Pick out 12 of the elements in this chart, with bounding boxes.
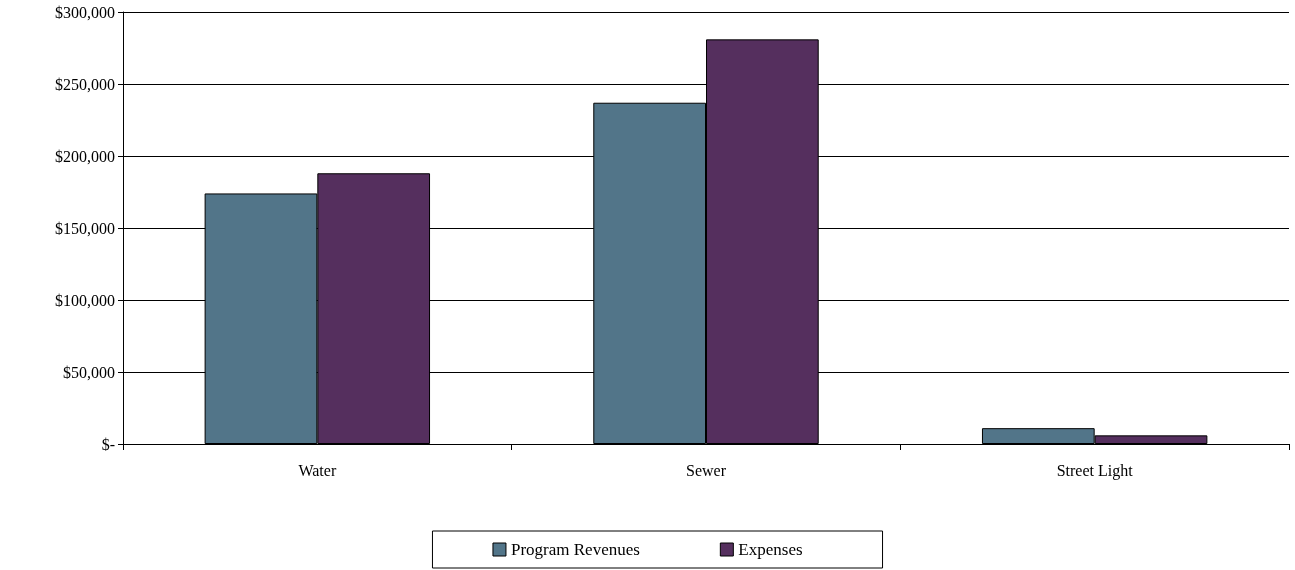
y-tick-label: $300,000 [55, 3, 115, 21]
x-tick-label: Sewer [686, 461, 727, 479]
x-tick-label: Street Light [1056, 461, 1134, 480]
y-tick-label: $200,000 [55, 147, 115, 165]
y-tick-label: $150,000 [55, 219, 115, 237]
legend-label: Expenses [738, 540, 803, 559]
y-tick-label: $250,000 [55, 75, 115, 93]
y-tick-label: $100,000 [55, 291, 115, 309]
y-tick-label: $50,000 [63, 363, 115, 381]
y-tick-label: $- [101, 435, 115, 453]
x-tick-label: Water [298, 461, 337, 479]
legend-label: Program Revenues [510, 540, 640, 559]
